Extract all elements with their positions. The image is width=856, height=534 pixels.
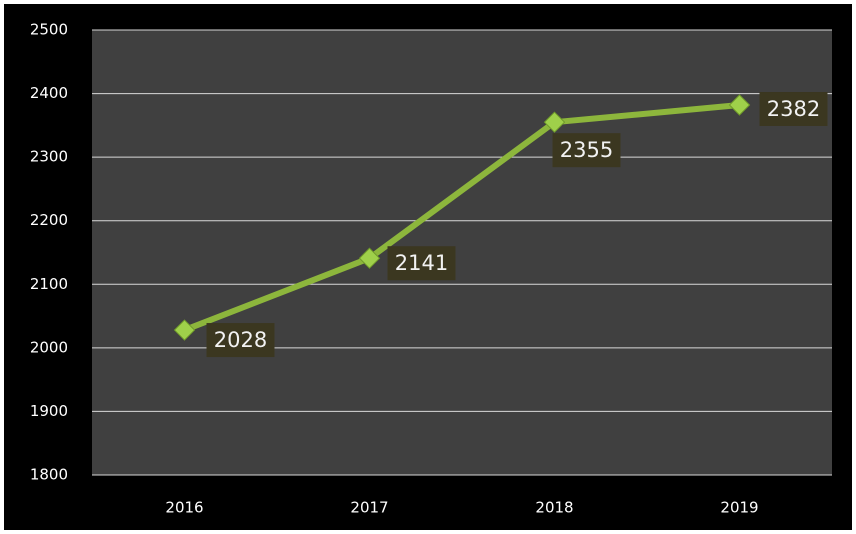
- y-tick-label: 2200: [30, 211, 68, 229]
- data-label-box: [387, 246, 456, 281]
- data-label-box: [206, 323, 275, 358]
- x-tick-label: 2019: [720, 499, 758, 517]
- y-tick-label: 2500: [30, 21, 68, 39]
- data-line: [183, 102, 740, 333]
- data-label-box: [759, 92, 828, 127]
- y-tick-label: 2100: [30, 275, 68, 293]
- x-tick-label: 2016: [165, 499, 203, 517]
- data-label: 2382: [767, 97, 820, 121]
- data-point: [173, 319, 196, 341]
- y-tick-label: 2400: [30, 84, 68, 102]
- data-label: 2028: [214, 328, 267, 352]
- x-tick-label: 2017: [350, 499, 388, 517]
- y-tick-label: 2300: [30, 148, 68, 166]
- data-point: [543, 111, 566, 133]
- data-label-box: [552, 133, 621, 168]
- plot-area: [92, 30, 832, 475]
- x-tick-label: 2018: [535, 499, 573, 517]
- y-tick-label: 1900: [30, 402, 68, 420]
- y-tick-label: 2000: [30, 338, 68, 356]
- data-label: 2355: [560, 138, 613, 162]
- data-point: [358, 247, 381, 269]
- data-point: [728, 94, 751, 116]
- data-label: 2141: [395, 251, 448, 275]
- y-tick-label: 1800: [30, 466, 68, 484]
